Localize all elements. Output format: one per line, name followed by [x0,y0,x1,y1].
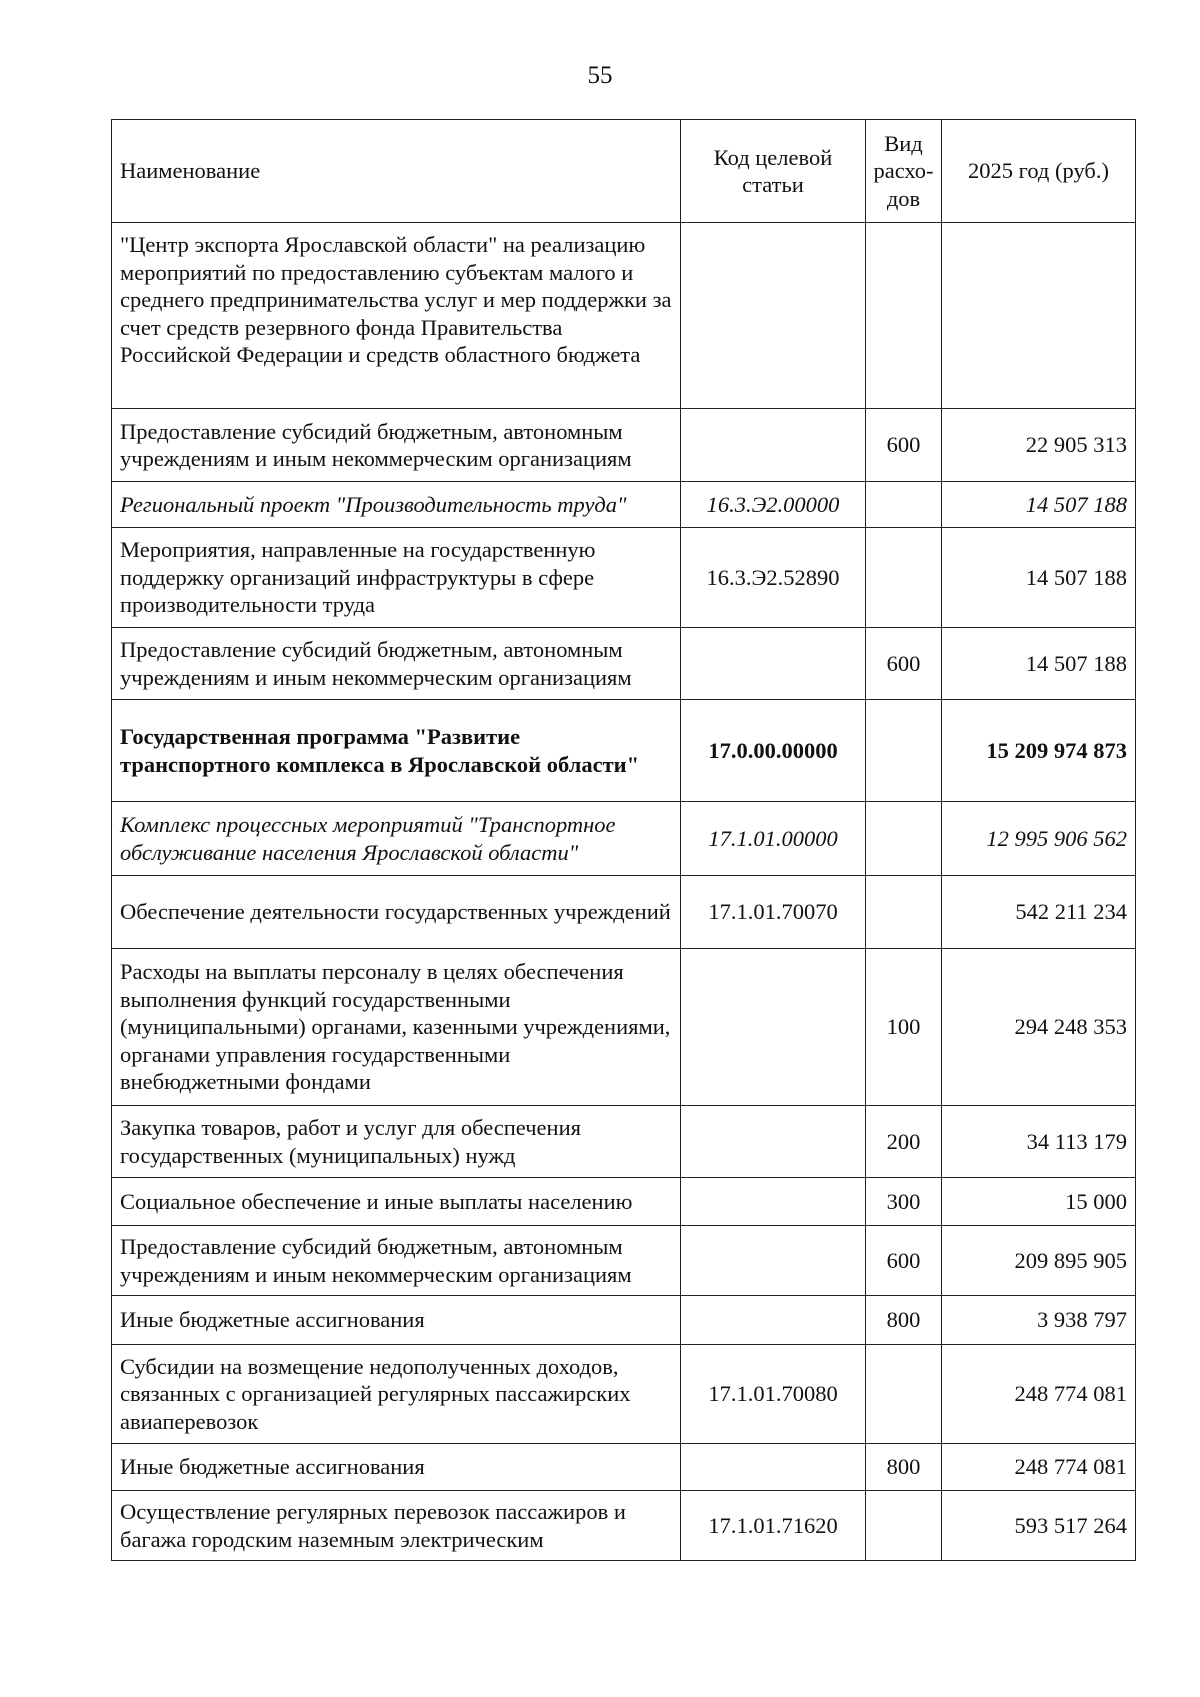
cell-type: 200 [865,1105,942,1178]
cell-amount [941,222,1136,409]
cell-type: 600 [865,408,942,482]
cell-name: Осуществление регулярных перевозок пасса… [111,1490,681,1561]
cell-amount: 294 248 353 [941,948,1136,1106]
cell-name: Обеспечение деятельности государственных… [111,875,681,949]
table-row: Иные бюджетные ассигнования 800 3 938 797 [111,1295,1136,1345]
cell-type [865,222,942,409]
cell-name: Комплекс процессных мероприятий "Транспо… [111,801,681,876]
cell-code [680,948,866,1106]
header-amount: 2025 год (руб.) [941,119,1136,223]
cell-amount: 542 211 234 [941,875,1136,949]
table-row: Предоставление субсидий бюджетным, автон… [111,627,1136,700]
cell-name: Иные бюджетные ассигнования [111,1443,681,1491]
cell-name: Субсидии на возмещение недополученных до… [111,1344,681,1444]
cell-amount: 22 905 313 [941,408,1136,482]
cell-name: Предоставление субсидий бюджетным, автон… [111,408,681,482]
cell-name: Иные бюджетные ассигнования [111,1295,681,1345]
cell-code [680,1177,866,1226]
table-row: Комплекс процессных мероприятий "Транспо… [111,801,1136,876]
cell-type [865,481,942,528]
cell-name: Региональный проект "Производительность … [111,481,681,528]
table-row: Иные бюджетные ассигнования 800 248 774 08… [111,1443,1136,1491]
table-row: Субсидии на возмещение недополученных до… [111,1344,1136,1444]
cell-amount: 209 895 905 [941,1225,1136,1296]
table-row: Социальное обеспечение и иные выплаты на… [111,1177,1136,1226]
cell-amount: 12 995 906 562 [941,801,1136,876]
cell-code: 16.3.Э2.52890 [680,527,866,628]
table-row: Предоставление субсидий бюджетным, автон… [111,408,1136,482]
table-row: Обеспечение деятельности государственных… [111,875,1136,949]
cell-type: 100 [865,948,942,1106]
table-row: Региональный проект "Производительность … [111,481,1136,528]
cell-name: Государственная программа "Развитие тран… [111,699,681,802]
cell-type: 600 [865,627,942,700]
cell-code: 17.0.00.00000 [680,699,866,802]
table-row: Предоставление субсидий бюджетным, автон… [111,1225,1136,1296]
cell-amount: 14 507 188 [941,481,1136,528]
table-header: Наименование Код целевой статьи Вид расх… [111,119,1136,223]
cell-code [680,627,866,700]
cell-type [865,699,942,802]
table-row: "Центр экспорта Ярославской области" на … [111,222,1136,409]
cell-code: 17.1.01.70070 [680,875,866,949]
cell-amount: 3 938 797 [941,1295,1136,1345]
cell-type [865,1344,942,1444]
cell-code: 17.1.01.71620 [680,1490,866,1561]
table-row: Государственная программа "Развитие тран… [111,699,1136,802]
cell-code [680,408,866,482]
cell-type [865,527,942,628]
table-row: Осуществление регулярных перевозок пасса… [111,1490,1136,1561]
cell-type: 300 [865,1177,942,1226]
cell-amount: 248 774 081 [941,1344,1136,1444]
header-name: Наименование [111,119,681,223]
cell-type: 800 [865,1443,942,1491]
cell-code: 17.1.01.70080 [680,1344,866,1444]
cell-code: 16.3.Э2.00000 [680,481,866,528]
cell-type: 800 [865,1295,942,1345]
table-row: Закупка товаров, работ и услуг для обесп… [111,1105,1136,1178]
cell-code [680,1225,866,1296]
cell-name: Предоставление субсидий бюджетным, автон… [111,1225,681,1296]
cell-name: Закупка товаров, работ и услуг для обесп… [111,1105,681,1178]
cell-code [680,1295,866,1345]
budget-table: Наименование Код целевой статьи Вид расх… [111,119,1136,1561]
cell-type: 600 [865,1225,942,1296]
header-type: Вид расхо-дов [865,119,942,223]
cell-amount: 248 774 081 [941,1443,1136,1491]
cell-amount: 593 517 264 [941,1490,1136,1561]
cell-code: 17.1.01.00000 [680,801,866,876]
cell-name: Расходы на выплаты персоналу в целях обе… [111,948,681,1106]
cell-name: Социальное обеспечение и иные выплаты на… [111,1177,681,1226]
cell-name: "Центр экспорта Ярославской области" на … [111,222,681,409]
cell-code [680,1105,866,1178]
cell-amount: 15 209 974 873 [941,699,1136,802]
cell-name: Мероприятия, направленные на государстве… [111,527,681,628]
cell-amount: 34 113 179 [941,1105,1136,1178]
cell-code [680,222,866,409]
cell-type [865,801,942,876]
page-number: 55 [587,62,613,89]
cell-type [865,1490,942,1561]
table-row: Мероприятия, направленные на государстве… [111,527,1136,628]
header-code: Код целевой статьи [680,119,866,223]
cell-type [865,875,942,949]
cell-amount: 14 507 188 [941,527,1136,628]
table-row: Расходы на выплаты персоналу в целях обе… [111,948,1136,1106]
cell-amount: 15 000 [941,1177,1136,1226]
cell-amount: 14 507 188 [941,627,1136,700]
cell-name: Предоставление субсидий бюджетным, автон… [111,627,681,700]
cell-code [680,1443,866,1491]
